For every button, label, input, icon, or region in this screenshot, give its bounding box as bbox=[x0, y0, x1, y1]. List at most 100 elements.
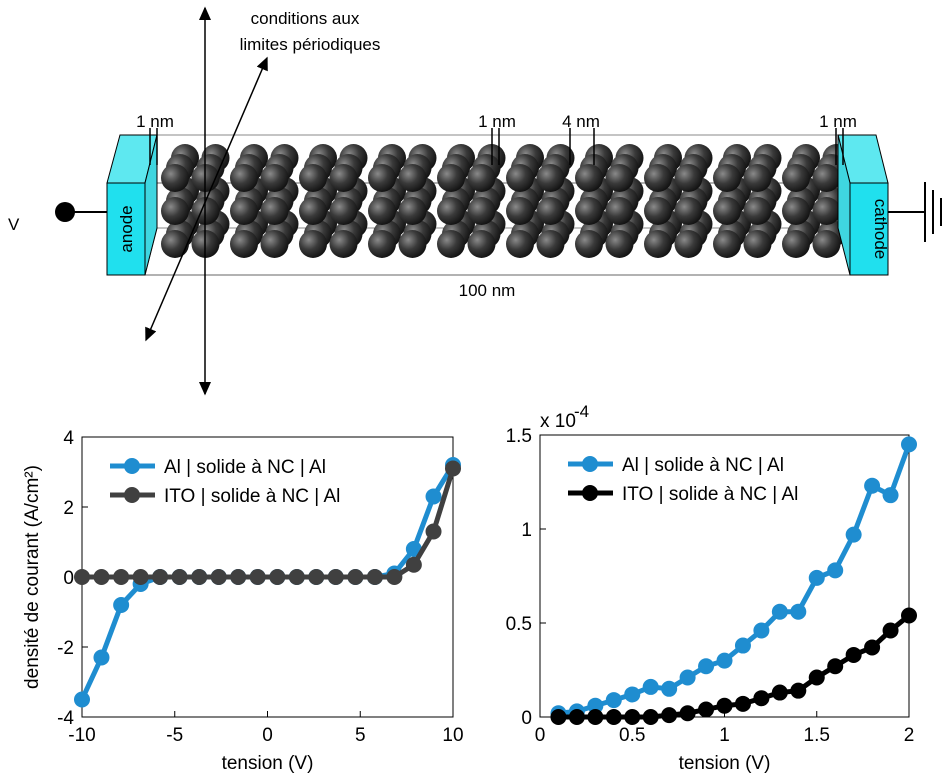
nanocrystal bbox=[536, 230, 565, 258]
nanocrystal bbox=[605, 230, 634, 258]
nanocrystal bbox=[506, 197, 534, 225]
data-point bbox=[93, 569, 110, 585]
nanocrystal bbox=[368, 197, 396, 225]
y-axis-label: densité de courant (A/cm²) bbox=[22, 465, 43, 689]
data-point bbox=[347, 569, 364, 585]
nanocrystal bbox=[743, 164, 772, 192]
nanocrystal bbox=[743, 197, 772, 225]
x-tick-label: 0 bbox=[535, 725, 546, 746]
nanocrystal bbox=[575, 230, 603, 258]
legend-label: Al | solide à NC | Al bbox=[622, 455, 784, 476]
data-point bbox=[113, 569, 130, 585]
boundary-label: conditions aux bbox=[251, 9, 360, 28]
nanocrystal bbox=[329, 230, 358, 258]
data-point bbox=[249, 569, 266, 585]
legend-label: ITO | solide à NC | Al bbox=[164, 486, 340, 507]
data-point bbox=[366, 569, 383, 585]
nanocrystal bbox=[398, 230, 427, 258]
nanocrystal bbox=[644, 230, 672, 258]
data-point bbox=[882, 622, 899, 639]
data-point bbox=[425, 488, 442, 505]
data-point bbox=[790, 682, 807, 699]
data-point bbox=[113, 597, 130, 613]
data-point bbox=[771, 603, 788, 620]
y-exponent-base: x 10 bbox=[540, 411, 576, 432]
x-tick-label: -5 bbox=[166, 725, 183, 746]
nanocrystal bbox=[398, 164, 427, 192]
data-point bbox=[230, 569, 247, 585]
data-point bbox=[327, 569, 344, 585]
device-diagram: anode cathode V conditions aux limites p… bbox=[8, 6, 942, 396]
nanocrystal bbox=[230, 230, 258, 258]
nanocrystal bbox=[674, 164, 703, 192]
y-exponent: -4 bbox=[574, 402, 589, 421]
data-point bbox=[191, 569, 208, 585]
nanocrystal bbox=[674, 230, 703, 258]
data-point bbox=[771, 684, 788, 701]
data-point bbox=[405, 541, 422, 557]
y-tick-label: 1 bbox=[521, 520, 532, 541]
data-point bbox=[587, 697, 604, 714]
y-tick-label: 0.5 bbox=[506, 614, 532, 635]
dimension-label: 4 nm bbox=[562, 112, 600, 131]
data-point bbox=[753, 690, 770, 707]
nanocrystal bbox=[506, 164, 534, 192]
nanocrystal bbox=[713, 230, 741, 258]
nanocrystal bbox=[782, 230, 810, 258]
nanocrystal bbox=[329, 197, 358, 225]
data-point bbox=[550, 709, 567, 725]
x-axis-label: tension (V) bbox=[679, 753, 771, 774]
anode-label: anode bbox=[117, 205, 136, 252]
x-tick-label: 1.5 bbox=[804, 725, 830, 746]
nanocrystal bbox=[713, 197, 741, 225]
nanocrystal bbox=[437, 164, 465, 192]
dimension-label: 1 nm bbox=[819, 112, 857, 131]
legend-marker bbox=[124, 458, 140, 474]
data-point bbox=[827, 658, 844, 675]
x-tick-label: 5 bbox=[355, 725, 366, 746]
voltage-label: V bbox=[8, 215, 20, 234]
data-point bbox=[568, 709, 585, 725]
data-point bbox=[587, 709, 604, 725]
nanocrystal bbox=[299, 230, 327, 258]
nanocrystal bbox=[812, 164, 841, 192]
nanocrystal bbox=[260, 197, 289, 225]
cathode-label: cathode bbox=[871, 199, 890, 260]
data-point bbox=[753, 622, 770, 639]
nanocrystal bbox=[743, 230, 772, 258]
anode-face bbox=[106, 182, 146, 276]
data-point bbox=[864, 639, 881, 656]
dimension-ticks bbox=[149, 128, 844, 165]
nanocrystal bbox=[161, 197, 189, 225]
data-point bbox=[132, 569, 149, 585]
data-point bbox=[808, 669, 825, 686]
nanocrystal bbox=[230, 164, 258, 192]
legend-label: Al | solide à NC | Al bbox=[164, 457, 326, 478]
legend-marker bbox=[582, 485, 598, 501]
data-point bbox=[882, 487, 899, 504]
nanocrystal bbox=[605, 197, 634, 225]
nanocrystals bbox=[161, 144, 851, 258]
data-point bbox=[827, 562, 844, 579]
nanocrystal bbox=[782, 164, 810, 192]
x-tick-label: 0.5 bbox=[619, 725, 645, 746]
x-tick-label: -10 bbox=[68, 725, 95, 746]
data-point bbox=[386, 569, 403, 585]
nanocrystal bbox=[536, 164, 565, 192]
nanocrystal bbox=[644, 164, 672, 192]
nanocrystal bbox=[161, 164, 189, 192]
nanocrystal bbox=[230, 197, 258, 225]
data-point bbox=[845, 526, 862, 543]
y-tick-label: 0 bbox=[521, 708, 532, 729]
data-point bbox=[901, 436, 917, 453]
data-point bbox=[152, 569, 169, 585]
data-point bbox=[901, 607, 917, 624]
nanocrystal bbox=[536, 197, 565, 225]
data-point bbox=[405, 556, 422, 573]
data-point bbox=[210, 569, 227, 585]
nanocrystal bbox=[368, 164, 396, 192]
nanocrystal bbox=[467, 164, 496, 192]
data-point bbox=[679, 669, 696, 686]
data-point bbox=[661, 680, 678, 697]
data-point bbox=[698, 701, 715, 718]
